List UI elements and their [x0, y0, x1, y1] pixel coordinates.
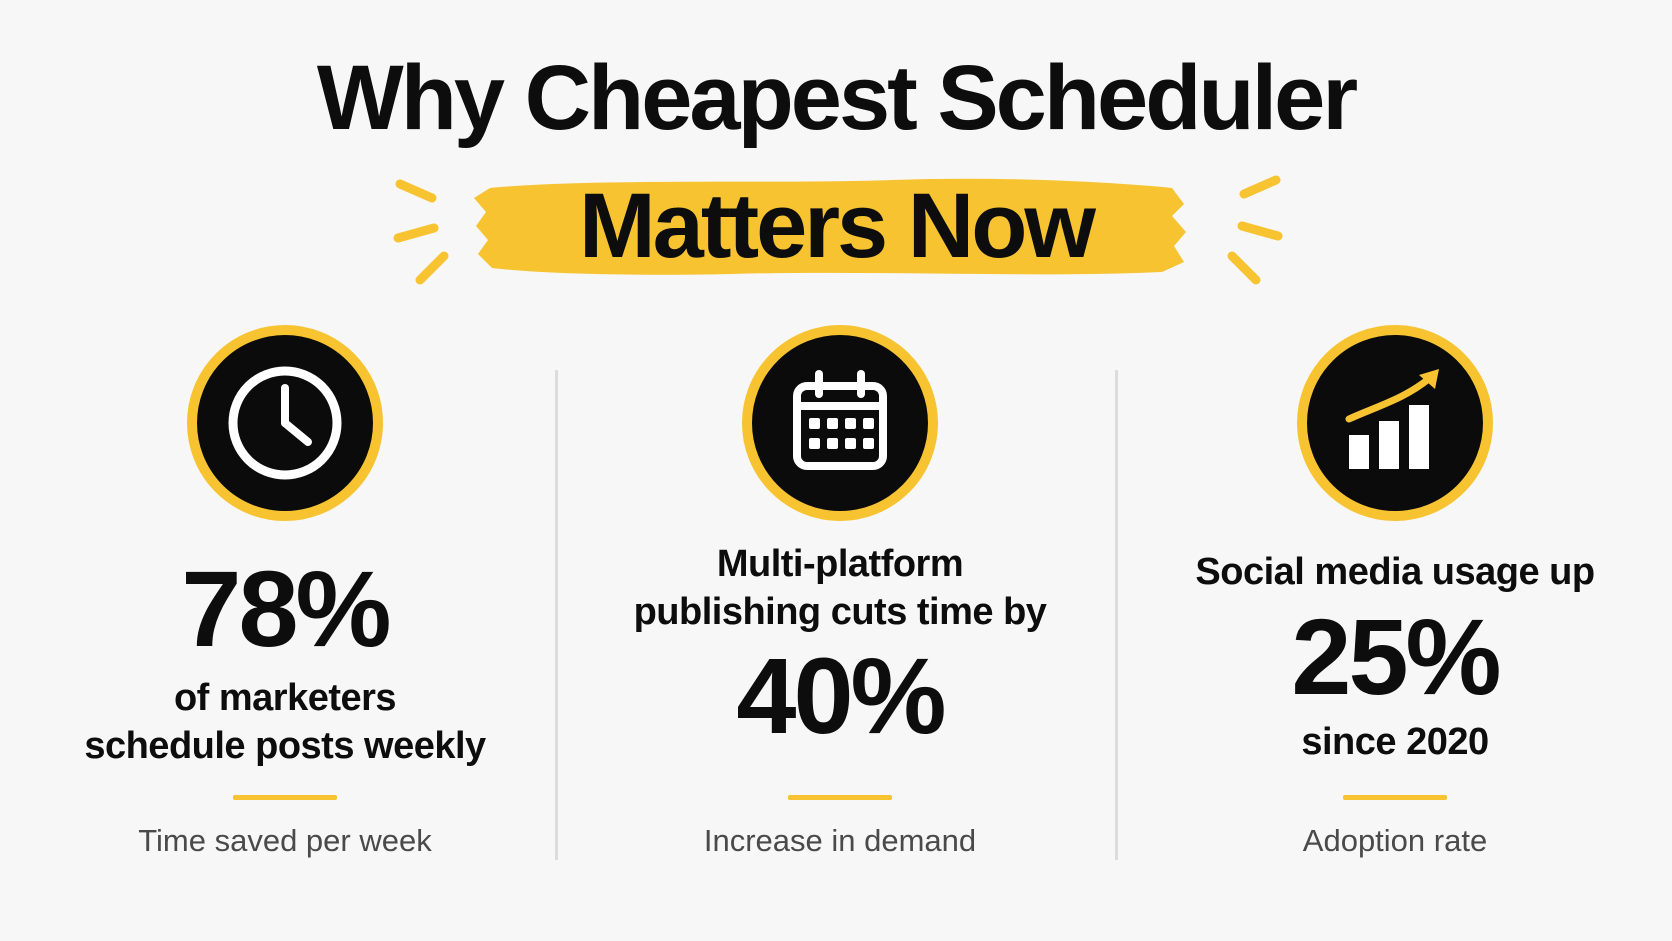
- stat-description-line: of marketers: [173, 677, 397, 719]
- clock-icon: [187, 325, 383, 521]
- stat-description-line: schedule posts weekly: [84, 724, 486, 767]
- accent-bar: [233, 795, 337, 800]
- stat-value: 40%: [736, 635, 946, 756]
- accent-bar: [788, 795, 892, 800]
- stat-value: 25%: [1291, 595, 1501, 717]
- calendar-icon: [742, 325, 938, 521]
- stat-caption: Increase in demand: [703, 823, 977, 858]
- column-divider: [555, 370, 558, 860]
- burst-lines-icon: [1227, 175, 1283, 285]
- growth-chart-icon: [1297, 325, 1493, 521]
- burst-lines-icon: [393, 179, 449, 285]
- stat-description-line: Multi-platform: [716, 543, 964, 585]
- page-title-line1: Why Cheapest Scheduler: [316, 47, 1358, 149]
- highlight-brush-stroke: [474, 178, 1186, 275]
- title-highlight: Matters Now: [0, 168, 1672, 288]
- stat-column-social-media: Social media usage up 25% since 2020 Ado…: [1135, 325, 1655, 856]
- stat-description: of marketers schedule posts weekly: [25, 675, 545, 770]
- stat-description: Social media usage up: [1135, 549, 1655, 597]
- stat-column-marketers: 78% of marketers schedule posts weekly T…: [25, 325, 545, 856]
- stat-description-line: Social media usage up: [1195, 551, 1595, 593]
- stat-subtext: since 2020: [1301, 720, 1489, 763]
- stat-caption: Time saved per week: [138, 823, 432, 858]
- page-title-line2: Matters Now: [579, 175, 1096, 277]
- accent-bar: [1343, 795, 1447, 800]
- stat-caption: Adoption rate: [1302, 823, 1488, 858]
- stat-value: 78%: [181, 548, 391, 669]
- column-divider: [1115, 370, 1118, 860]
- stat-description-line: publishing cuts time by: [633, 590, 1047, 633]
- stat-column-multiplatform: Multi-platform publishing cuts time by 4…: [580, 325, 1100, 856]
- stat-description: Multi-platform publishing cuts time by: [580, 541, 1100, 636]
